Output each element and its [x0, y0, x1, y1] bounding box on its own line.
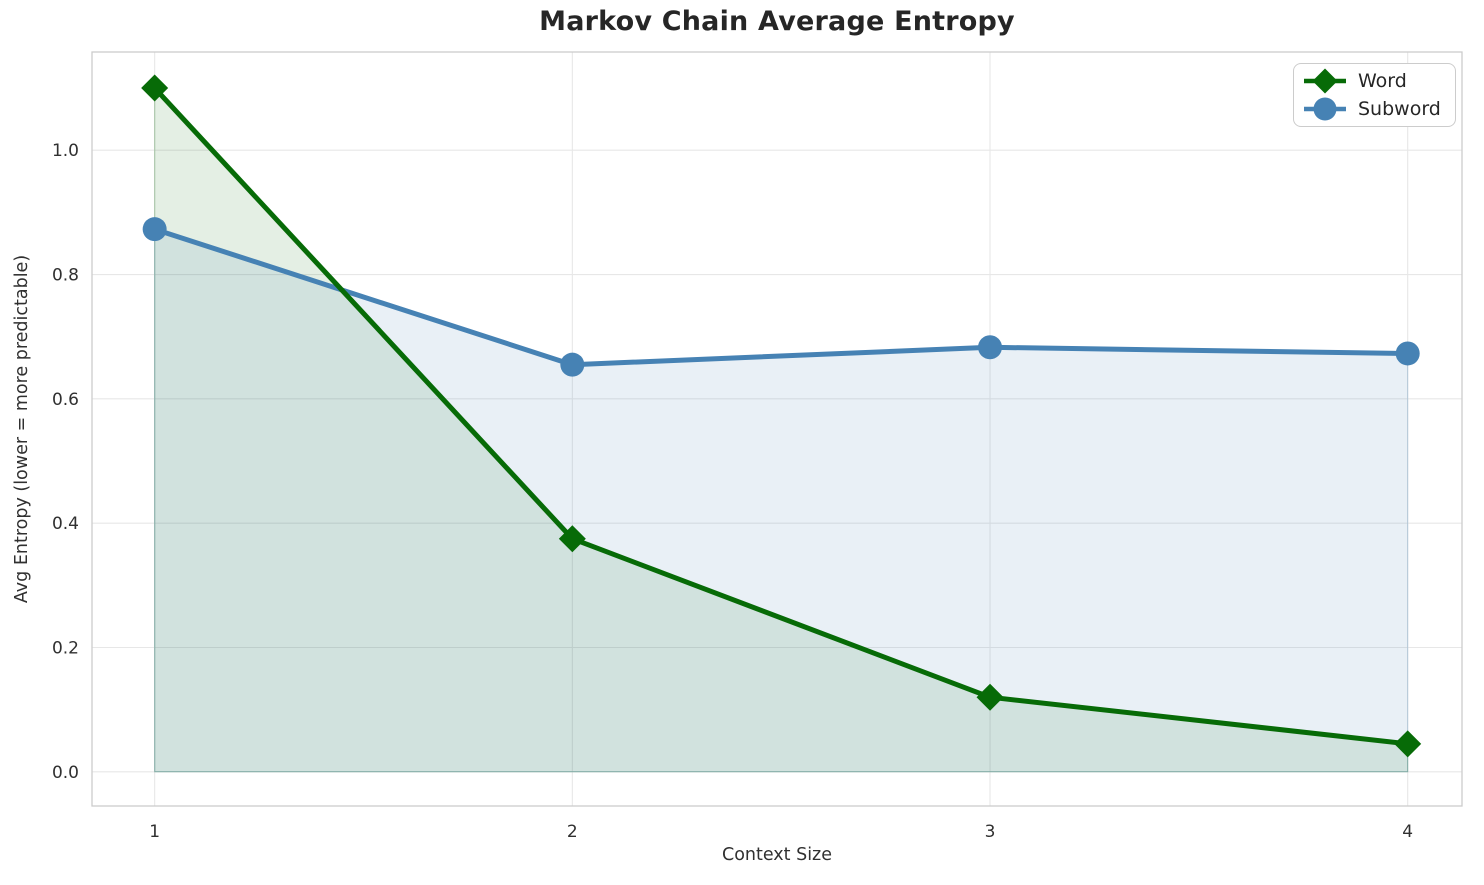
- legend-label-subword: Subword: [1358, 97, 1441, 120]
- y-axis-label: Avg Entropy (lower = more predictable): [12, 254, 32, 604]
- chart-title: Markov Chain Average Entropy: [539, 6, 1015, 37]
- legend-item-word: Word: [1302, 67, 1445, 95]
- marker-word-1: [558, 525, 586, 553]
- legend-label-word: Word: [1358, 69, 1407, 92]
- svg-text:4: 4: [1402, 822, 1413, 842]
- word-diamond-marker-icon: [1304, 68, 1346, 94]
- svg-text:0.4: 0.4: [52, 514, 79, 534]
- marker-subword-3: [1395, 341, 1420, 366]
- line-subword: [152, 226, 1411, 368]
- svg-text:0.6: 0.6: [52, 390, 79, 410]
- axes-spines: [91, 51, 1463, 807]
- svg-text:1.0: 1.0: [52, 141, 79, 161]
- marker-word-0: [141, 74, 169, 102]
- svg-text:2: 2: [567, 822, 578, 842]
- marker-word-2: [976, 683, 1004, 711]
- svg-text:3: 3: [985, 822, 996, 842]
- x-tick-labels: 1 2 3 4: [149, 822, 1413, 842]
- marker-subword-1: [560, 352, 585, 377]
- gridlines: [92, 52, 1462, 806]
- svg-text:1: 1: [149, 822, 160, 842]
- legend: Word Subword: [1293, 63, 1456, 127]
- marker-subword-2: [978, 335, 1003, 360]
- line-word: [152, 85, 1411, 747]
- y-tick-labels: 0.0 0.2 0.4 0.6 0.8 1.0: [52, 141, 79, 783]
- x-axis-label: Context Size: [721, 845, 833, 865]
- marker-word-3: [1394, 730, 1422, 758]
- legend-item-subword: Subword: [1302, 95, 1445, 123]
- svg-text:0.2: 0.2: [52, 639, 79, 659]
- svg-text:0.8: 0.8: [52, 266, 79, 286]
- subword-circle-marker-icon: [1304, 97, 1346, 121]
- svg-text:0.0: 0.0: [52, 763, 79, 783]
- marker-subword-0: [142, 217, 167, 242]
